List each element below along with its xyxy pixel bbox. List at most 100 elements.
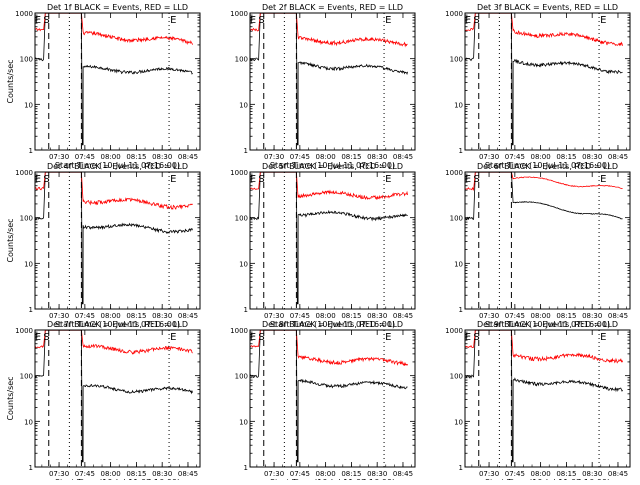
x-tick-label: 08:30 bbox=[152, 153, 172, 161]
series-line bbox=[34, 171, 193, 211]
series-line bbox=[34, 171, 193, 305]
plot-frame bbox=[464, 12, 631, 151]
x-tick-label: 08:45 bbox=[393, 312, 413, 320]
plot-frame bbox=[464, 171, 631, 310]
x-tick-label: 08:45 bbox=[608, 312, 628, 320]
x-tick-label: 07:45 bbox=[290, 312, 310, 320]
marker-label: S bbox=[258, 15, 264, 26]
plot-frame bbox=[34, 12, 201, 151]
panel-title: Det 4f BLACK = Events, RED = LLD bbox=[47, 162, 188, 171]
marker-label-e: E bbox=[385, 15, 391, 26]
y-tick-label: 1 bbox=[244, 464, 248, 472]
x-tick-label: 08:30 bbox=[367, 153, 387, 161]
x-tick-label: 08:15 bbox=[126, 153, 146, 161]
x-tick-label: 07:30 bbox=[49, 470, 69, 478]
marker-label: S bbox=[43, 15, 49, 26]
marker-label: E bbox=[465, 174, 471, 185]
marker-label: E bbox=[35, 15, 41, 26]
x-axis-label: Start Time (10-Jul-11 07:16:00) bbox=[485, 320, 610, 329]
y-tick-label: 100 bbox=[450, 56, 463, 64]
y-tick-label: 1000 bbox=[445, 327, 463, 335]
series-line bbox=[464, 329, 623, 364]
marker-label: S bbox=[43, 174, 49, 185]
y-tick-label: 10 bbox=[454, 260, 463, 268]
plot-frame bbox=[249, 329, 416, 468]
y-tick-label: 1000 bbox=[15, 10, 33, 18]
plot-frame bbox=[34, 329, 201, 468]
y-tick-label: 1 bbox=[459, 306, 463, 314]
marker-label-e: E bbox=[600, 15, 606, 26]
y-tick-label: 1000 bbox=[15, 327, 33, 335]
plot-frame bbox=[34, 171, 201, 310]
x-tick-label: 08:45 bbox=[178, 312, 198, 320]
y-tick-label: 1000 bbox=[230, 169, 248, 177]
x-tick-label: 08:45 bbox=[393, 153, 413, 161]
series-line bbox=[464, 329, 623, 463]
series-line bbox=[464, 171, 623, 221]
marker-label-e: E bbox=[385, 332, 391, 343]
x-tick-label: 08:00 bbox=[101, 312, 121, 320]
panel-title: Det 7f BLACK = Events, RED = LLD bbox=[47, 320, 188, 329]
series-line bbox=[34, 12, 193, 146]
x-tick-label: 08:30 bbox=[582, 470, 602, 478]
x-tick-label: 07:30 bbox=[264, 312, 284, 320]
marker-label-e: E bbox=[385, 174, 391, 185]
y-axis-label: Counts/sec bbox=[6, 376, 15, 420]
y-tick-label: 100 bbox=[20, 215, 33, 223]
marker-label: S bbox=[473, 174, 479, 185]
x-tick-label: 08:45 bbox=[608, 153, 628, 161]
y-tick-label: 1000 bbox=[15, 169, 33, 177]
y-tick-label: 1000 bbox=[230, 327, 248, 335]
x-tick-label: 08:45 bbox=[393, 470, 413, 478]
panel-title: Det 3f BLACK = Events, RED = LLD bbox=[477, 3, 618, 12]
series-line bbox=[249, 171, 408, 201]
marker-label: E bbox=[35, 332, 41, 343]
marker-label-e: E bbox=[600, 174, 606, 185]
y-tick-label: 100 bbox=[20, 373, 33, 381]
y-tick-label: 10 bbox=[454, 101, 463, 109]
x-tick-label: 08:00 bbox=[531, 153, 551, 161]
x-tick-label: 08:15 bbox=[556, 312, 576, 320]
x-tick-label: 08:00 bbox=[316, 312, 336, 320]
series-line bbox=[464, 171, 623, 192]
x-tick-label: 08:00 bbox=[101, 153, 121, 161]
y-tick-label: 1000 bbox=[230, 10, 248, 18]
x-tick-label: 08:00 bbox=[316, 470, 336, 478]
y-tick-label: 100 bbox=[235, 56, 248, 64]
plot-frame bbox=[464, 329, 631, 468]
x-tick-label: 07:30 bbox=[264, 470, 284, 478]
panel-title: Det 2f BLACK = Events, RED = LLD bbox=[262, 3, 403, 12]
x-tick-label: 07:30 bbox=[479, 312, 499, 320]
marker-label: S bbox=[473, 15, 479, 26]
x-tick-label: 07:30 bbox=[49, 312, 69, 320]
x-tick-label: 08:30 bbox=[367, 312, 387, 320]
marker-label: S bbox=[258, 174, 264, 185]
x-tick-label: 07:45 bbox=[75, 153, 95, 161]
x-axis-label: Start Time (10-Jul-11 07:16:00) bbox=[270, 161, 395, 170]
y-tick-label: 100 bbox=[235, 373, 248, 381]
y-tick-label: 1 bbox=[459, 464, 463, 472]
x-tick-label: 07:45 bbox=[505, 153, 525, 161]
x-tick-label: 08:30 bbox=[152, 470, 172, 478]
x-tick-label: 08:30 bbox=[152, 312, 172, 320]
x-tick-label: 07:30 bbox=[49, 153, 69, 161]
panel-title: Det 9f BLACK = Events, RED = LLD bbox=[477, 320, 618, 329]
panel-title: Det 5f BLACK = Events, RED = LLD bbox=[262, 162, 403, 171]
x-tick-label: 07:45 bbox=[75, 312, 95, 320]
y-axis-label: Counts/sec bbox=[6, 59, 15, 103]
x-tick-label: 07:45 bbox=[505, 312, 525, 320]
marker-label-e: E bbox=[170, 332, 176, 343]
x-axis-label: Start Time (10-Jul-11 07:16:00) bbox=[55, 320, 180, 329]
series-line bbox=[249, 329, 408, 366]
y-tick-label: 1000 bbox=[445, 169, 463, 177]
x-tick-label: 07:30 bbox=[479, 153, 499, 161]
